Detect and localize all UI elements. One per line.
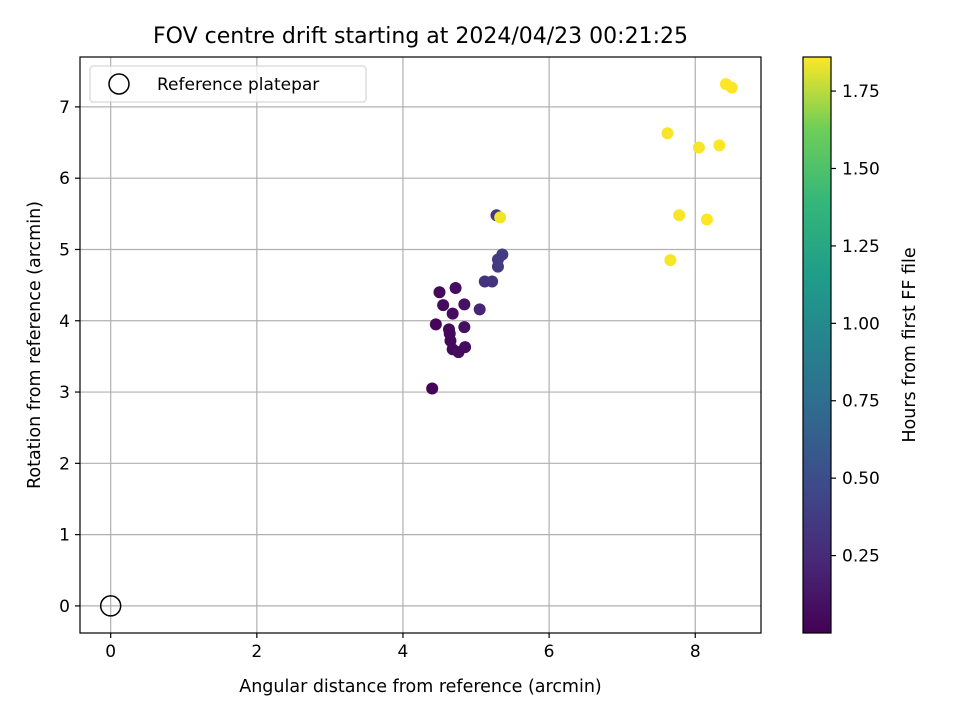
data-point xyxy=(673,209,686,222)
colorbar-tick-label: 1.25 xyxy=(842,237,880,257)
colorbar: 0.25 0.50 0.75 1.00 1.25 1.50 1.75 Hours from … xyxy=(802,56,920,634)
data-point xyxy=(496,248,509,261)
colorbar-tick-label: 0.75 xyxy=(842,392,880,412)
data-point xyxy=(661,127,674,140)
data-point xyxy=(459,341,472,354)
x-tick-label: 4 xyxy=(398,642,409,662)
x-tick-label: 8 xyxy=(690,642,701,662)
data-point xyxy=(692,141,705,154)
y-tick-label: 6 xyxy=(59,169,70,189)
colorbar-tick-label: 0.50 xyxy=(842,469,880,489)
legend-marker-icon xyxy=(108,73,130,95)
y-axis-label: Rotation from reference (arcmin) xyxy=(25,201,45,489)
reference-point xyxy=(99,595,122,617)
data-point xyxy=(446,307,459,320)
data-point xyxy=(437,299,450,312)
x-axis-label: Angular distance from reference (arcmin) xyxy=(239,677,602,697)
reference-point-marker xyxy=(99,595,122,617)
x-axis-ticks: 0 2 4 6 8 xyxy=(105,633,701,662)
colorbar-ticks: 0.25 0.50 0.75 1.00 1.25 1.50 1.75 xyxy=(831,82,880,567)
colorbar-tick-label: 1.50 xyxy=(842,159,880,179)
data-points xyxy=(426,78,738,395)
y-tick-label: 4 xyxy=(59,312,70,332)
y-tick-label: 1 xyxy=(59,526,70,546)
x-tick-label: 6 xyxy=(544,642,555,662)
x-tick-label: 2 xyxy=(251,642,262,662)
colorbar-tick-label: 1.00 xyxy=(842,314,880,334)
data-point xyxy=(429,318,442,331)
data-point xyxy=(458,298,471,311)
data-point xyxy=(433,286,446,299)
y-tick-label: 5 xyxy=(59,240,70,260)
colorbar-tick-label: 1.75 xyxy=(842,82,880,102)
data-point xyxy=(473,303,486,316)
data-point xyxy=(725,81,738,94)
data-point xyxy=(458,321,471,334)
y-tick-label: 2 xyxy=(59,454,70,474)
colorbar-gradient xyxy=(802,56,832,634)
legend-box xyxy=(89,65,367,103)
data-point xyxy=(486,275,499,288)
data-point xyxy=(700,213,713,226)
data-point xyxy=(713,139,726,152)
y-tick-label: 7 xyxy=(59,98,70,118)
chart-title: FOV centre drift starting at 2024/04/23 … xyxy=(153,24,688,49)
grid-lines xyxy=(80,57,761,633)
y-tick-label: 3 xyxy=(59,383,70,403)
y-tick-label: 0 xyxy=(59,597,70,617)
data-point xyxy=(494,211,507,224)
legend: Reference platepar xyxy=(89,65,367,103)
colorbar-label: Hours from first FF file xyxy=(900,247,920,442)
y-axis-ticks: 0 1 2 3 4 5 6 7 xyxy=(59,98,80,617)
colorbar-tick-label: 0.25 xyxy=(842,547,880,567)
x-tick-label: 0 xyxy=(105,642,116,662)
plot-frame xyxy=(79,56,762,634)
data-point xyxy=(426,382,439,395)
data-point xyxy=(664,254,677,267)
legend-label: Reference platepar xyxy=(157,75,319,95)
data-point xyxy=(449,281,462,294)
plot-area xyxy=(80,57,761,633)
